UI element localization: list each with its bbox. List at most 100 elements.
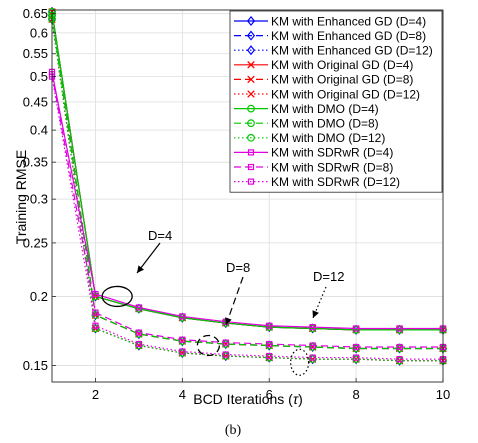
data-point [395,356,404,365]
y-axis-label: Training RMSE [13,150,29,244]
annotation-label: D=12 [313,269,344,284]
y-tick-label: 0.45 [23,94,48,109]
legend-label: KM with SDRwR (D=8) [271,160,393,174]
legend-entry-8: KM with DMO (D=12) [234,131,385,145]
x-axis-label: BCD Iterations (τ) [193,391,303,407]
annotation-ellipse [101,285,133,308]
annotation-arrow [225,276,244,326]
data-point [222,339,229,346]
legend-box [229,10,443,193]
data-point [135,329,142,336]
data-point [308,343,317,351]
y-tick-label: 0.3 [30,192,48,207]
legend: KM with Enhanced GD (D=4)KM with Enhance… [229,10,443,193]
series-line [51,11,443,331]
x-axis-label-symbol: τ [293,391,299,407]
data-point [352,344,361,353]
data-point [178,349,187,357]
legend-entry-9: KM with SDRwR (D=4) [234,146,393,160]
y-tick-label: 0.2 [30,289,48,304]
data-point [353,343,360,351]
legend-entry-3: KM with Original GD (D=4) [234,58,413,72]
legend-entry-7: KM with DMO (D=8) [234,117,379,131]
y-tick-label: 0.25 [23,235,48,250]
data-point [352,355,361,364]
data-point [396,343,403,351]
data-point [308,355,317,364]
x-tick-label: 8 [352,387,359,402]
data-point [353,354,360,361]
legend-swatch-marker [247,75,255,84]
data-point [396,325,403,332]
data-point [92,290,99,298]
legend-swatch-marker [246,15,256,27]
series-line [51,19,443,362]
annotation-label: D=4 [148,228,172,243]
legend-label: KM with Original GD (D=4) [271,58,413,72]
legend-swatch-marker [247,61,255,69]
annotation-ellipse [196,334,221,357]
legend-label: KM with Original GD (D=12) [271,87,420,101]
data-point [395,344,404,353]
data-point [265,353,274,362]
legend-swatch-marker [247,178,255,185]
legend-label: KM with DMO (D=4) [271,102,379,116]
data-point [266,322,273,329]
y-tick-label: 0.35 [23,155,48,170]
data-point [179,348,186,355]
y-tick-label: 0.6 [30,25,48,40]
legend-label: KM with Enhanced GD (D=4) [271,14,426,28]
x-tick-label: 6 [266,387,273,402]
legend-entry-4: KM with Original GD (D=8) [234,73,413,87]
data-point [353,325,360,332]
data-point [221,352,230,360]
legend-swatch-marker [247,133,255,142]
x-tick-label: 2 [92,387,99,402]
data-point [396,356,403,363]
legend-entry-10: KM with SDRwR (D=8) [234,160,393,174]
series-group [47,6,448,366]
legend-label: KM with SDRwR (D=4) [271,146,393,160]
legend-label: KM with DMO (D=8) [271,117,379,131]
legend-swatch-marker [247,149,255,156]
figure-caption: (b) [225,423,242,438]
annotation-0: D=4 [101,228,172,308]
series-line [51,74,443,348]
series-7 [48,11,447,353]
data-point [92,309,99,316]
legend-entry-0: KM with Enhanced GD (D=4) [234,14,426,28]
legend-swatch-marker [247,119,255,128]
data-point [309,323,316,331]
data-point [178,337,187,346]
series-11 [48,73,447,363]
legend-swatch-marker [246,30,256,41]
data-point [221,340,230,348]
data-point [309,342,316,349]
legend-entry-11: KM with SDRwR (D=12) [234,175,400,189]
legend-entry-6: KM with DMO (D=4) [234,102,379,116]
data-point [222,351,229,358]
legend-swatch-marker [247,163,255,171]
axes-frame [51,9,444,383]
data-point [179,336,186,343]
data-point [179,313,186,320]
x-tick-label: 10 [436,387,450,402]
y-tick-label: 0.15 [23,358,48,373]
annotation-ellipse [289,348,310,376]
data-point [134,341,143,350]
x-axis-label-text: BCD Iterations [193,391,284,407]
y-tick-label: 0.5 [30,69,48,84]
y-tick-label: 0.4 [30,123,48,138]
annotation-2: D=12 [289,269,344,376]
data-point [135,304,142,311]
legend-label: KM with Enhanced GD (D=8) [271,29,426,43]
series-line [51,71,443,330]
annotations: D=4 D=8 D=12 [101,228,344,376]
annotation-1: D=8 [196,260,250,357]
data-point [135,340,142,348]
y-tick-label: 0.55 [23,46,48,61]
legend-swatch-marker [246,45,256,56]
legend-entry-5: KM with Original GD (D=12) [234,87,420,101]
annotation-arrowhead [137,265,145,273]
